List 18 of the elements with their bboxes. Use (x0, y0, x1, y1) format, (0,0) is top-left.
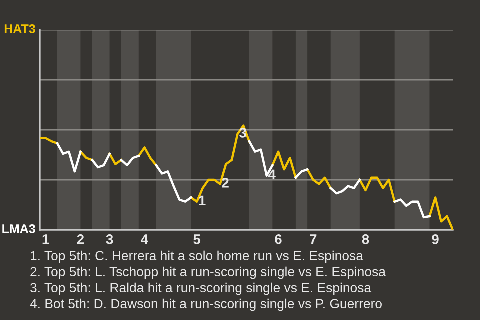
x-tick-label: 4 (141, 234, 148, 244)
x-tick-label: 2 (77, 234, 84, 244)
annotation: 4 (268, 170, 276, 180)
text: 4. Bot 5th: D. Dawson hit a run-scoring single vs P. Guerrero (30, 298, 382, 312)
text: 3. Top 5th: L. Ralda hit a run-scoring single vs E. Espinosa (30, 282, 372, 296)
annotation: 1 (199, 196, 206, 206)
text: 1. Top 5th: C. Herrera hit a solo home run vs E. Espinosa (31, 250, 364, 264)
x-tick-label: 6 (275, 234, 282, 244)
text: LMA3 (2, 224, 36, 234)
text: HAT3 (4, 24, 36, 34)
x-tick-label: 1 (42, 234, 50, 244)
x-tick-label: 7 (310, 234, 317, 244)
text: 2. Top 5th: L. Tschopp hit a run-scoring single vs E. Espinosa (30, 266, 386, 280)
x-tick-label: 9 (432, 234, 439, 244)
annotation: 2 (222, 178, 229, 188)
x-tick-label: 3 (106, 234, 114, 244)
x-tick-label: 8 (362, 234, 370, 244)
x-tick-label: 5 (194, 234, 201, 244)
